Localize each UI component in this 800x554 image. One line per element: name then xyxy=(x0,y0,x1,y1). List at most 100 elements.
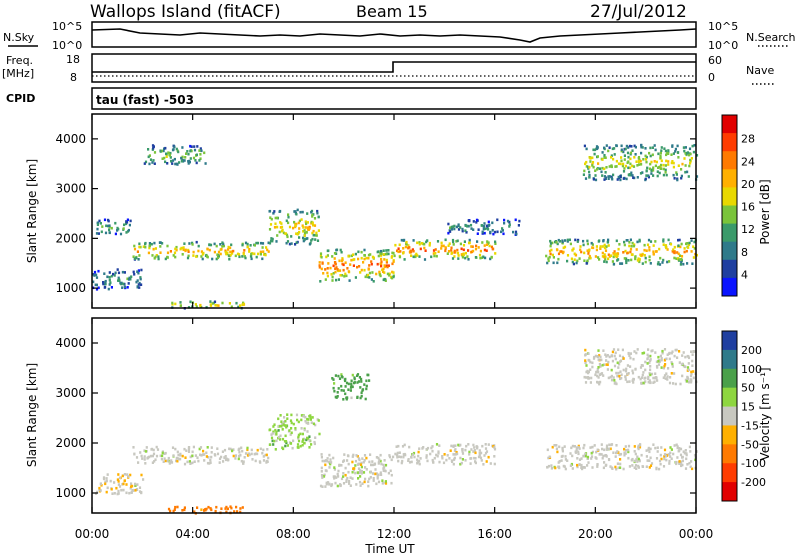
echo-cell-4 xyxy=(455,451,458,454)
echo-cell-3 xyxy=(270,217,273,221)
echo-cell-8 xyxy=(555,241,558,244)
echo-cell-6 xyxy=(629,365,632,368)
echo-cell-4 xyxy=(474,457,477,460)
echo-cell-2 xyxy=(301,443,304,447)
echo-cell-6 xyxy=(620,373,623,376)
echo-cell-8 xyxy=(664,244,668,247)
echo-cell-5 xyxy=(649,447,652,451)
echo-cell-9 xyxy=(623,154,626,157)
echo-cell-3 xyxy=(306,212,309,215)
echo-cell-1 xyxy=(237,448,240,451)
echo-cell-3 xyxy=(364,466,367,469)
echo-cell-2 xyxy=(297,433,300,437)
echo-cell-8 xyxy=(599,246,602,250)
echo-cell-5 xyxy=(582,454,585,458)
echo-cell-4 xyxy=(477,455,481,459)
echo-cell-6 xyxy=(690,350,693,353)
echo-cell-0 xyxy=(140,268,143,272)
echo-cell-6 xyxy=(655,360,658,364)
echo-cell-6 xyxy=(397,247,400,250)
echo-cell-9 xyxy=(680,168,683,171)
echo-cell-2 xyxy=(308,446,311,449)
echo-cell-1 xyxy=(128,223,131,227)
echo-cell-5 xyxy=(622,467,625,471)
echo-cell-2 xyxy=(234,254,237,258)
echo-cell-3 xyxy=(312,233,316,237)
echo-cell-6 xyxy=(654,351,657,354)
echo-cell-6 xyxy=(681,362,684,366)
echo-cell-3 xyxy=(344,466,347,470)
echo-cell-9 xyxy=(672,152,675,155)
echo-cell-9 xyxy=(662,163,665,167)
echo-cell-0 xyxy=(103,272,106,275)
echo-cell-6 xyxy=(602,374,605,377)
echo-cell-5 xyxy=(577,450,580,454)
echo-cell-2 xyxy=(221,241,224,244)
echo-cell-6 xyxy=(476,240,479,243)
echo-cell-7 xyxy=(483,231,486,235)
velocity-colorbar-label: Velocity [m s⁻¹] xyxy=(758,367,772,460)
echo-cell-5 xyxy=(558,445,561,449)
echo-cell-0 xyxy=(104,279,107,283)
date-title: 27/Jul/2012 xyxy=(590,2,687,22)
echo-cell-2 xyxy=(153,257,156,260)
echo-cell-4 xyxy=(397,455,401,458)
echo-cell-6 xyxy=(477,246,480,249)
echo-cell-1 xyxy=(125,231,128,234)
echo-cell-1 xyxy=(104,231,108,235)
echo-cell-0 xyxy=(95,283,98,287)
echo-cell-9 xyxy=(623,158,626,161)
echo-cell-6 xyxy=(648,372,651,375)
echo-cell-5 xyxy=(569,464,572,467)
echo-cell-8 xyxy=(205,507,208,511)
echo-cell-6 xyxy=(627,351,630,355)
echo-cell-10 xyxy=(194,303,197,306)
echo-cell-7 xyxy=(334,374,337,377)
echo-cell-9 xyxy=(594,169,597,172)
echo-cell-3 xyxy=(316,239,320,242)
echo-cell-6 xyxy=(692,376,695,380)
echo-cell-6 xyxy=(450,251,454,255)
echo-cell-9 xyxy=(616,178,619,181)
echo-cell-8 xyxy=(220,507,223,510)
echo-cell-9 xyxy=(632,165,636,168)
echo-cell-4 xyxy=(349,263,352,266)
echo-cell-6 xyxy=(459,242,462,246)
echo-cell-3 xyxy=(276,234,279,237)
echo-cell-4 xyxy=(393,254,396,258)
echo-cell-8 xyxy=(582,243,585,247)
echo-cell-4 xyxy=(472,450,475,453)
echo-cell-2 xyxy=(285,424,288,427)
echo-cell-6 xyxy=(450,249,453,252)
echo-cell-2 xyxy=(208,243,211,247)
echo-cell-4 xyxy=(326,274,329,278)
echo-cell-6 xyxy=(611,359,614,363)
echo-cell-1 xyxy=(161,451,164,455)
echo-cell-1 xyxy=(264,453,267,457)
echo-cell-1 xyxy=(188,446,191,449)
echo-cell-8 xyxy=(585,262,588,265)
echo-cell-8 xyxy=(607,238,610,242)
echo-cell-6 xyxy=(433,254,436,258)
echo-cell-6 xyxy=(587,352,590,355)
echo-cell-9 xyxy=(674,147,677,151)
echo-cell-8 xyxy=(235,505,238,509)
echo-cell-9 xyxy=(656,174,659,178)
echo-cell-7 xyxy=(341,375,344,379)
y-tick-label: 4000 xyxy=(55,336,86,350)
echo-cell-6 xyxy=(428,241,431,245)
echo-cell-1 xyxy=(225,457,228,461)
echo-cell-5 xyxy=(672,452,675,456)
echo-cell-7 xyxy=(482,227,485,231)
echo-cell-9 xyxy=(666,151,669,155)
echo-cell-9 xyxy=(664,168,667,172)
echo-cell-0 xyxy=(139,276,142,279)
echo-cell-0 xyxy=(102,281,105,284)
echo-cell-3 xyxy=(377,473,380,477)
echo-cell-2 xyxy=(148,244,151,248)
echo-cell-4 xyxy=(327,262,330,265)
echo-cell-1 xyxy=(126,218,129,222)
echo-cell-1 xyxy=(193,460,196,463)
echo-cell-5 xyxy=(557,461,560,464)
